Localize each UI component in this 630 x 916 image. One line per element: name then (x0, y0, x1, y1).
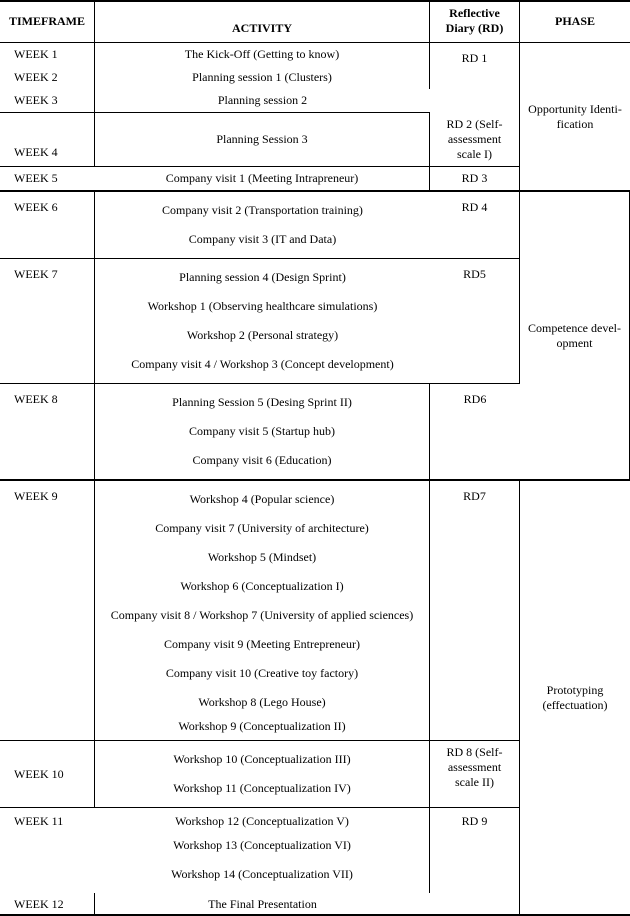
phase-cell: Prototyping (effectuation) (520, 481, 630, 914)
schedule-table: TIMEFRAME ACTIVITY Reflective Diary (RD)… (0, 0, 630, 916)
rd-cell: RD5 (430, 259, 520, 384)
activity-cell: Company visit 1 (Meeting Intrapreneur) (95, 167, 430, 192)
phase-cell: Opportunity Identi- fication (520, 43, 630, 192)
rd-cell: RD 1 (430, 43, 520, 113)
activity-line: Company visit 2 (Transportation training… (162, 203, 363, 218)
activity-line: Company visit 3 (IT and Data) (189, 232, 336, 247)
activity-line: Workshop 5 (Mindset) (208, 550, 316, 565)
activity-line: Company visit 8 / Workshop 7 (University… (111, 608, 413, 623)
activity-line: Workshop 9 (Conceptualization II) (178, 719, 345, 734)
header-rd: Reflective Diary (RD) (430, 2, 520, 43)
activity-line: Workshop 2 (Personal strategy) (187, 328, 338, 343)
activity-cell: Planning Session 5 (Desing Sprint II) Co… (95, 384, 430, 481)
rd-cell: RD6 (430, 384, 520, 481)
activity-cell: Workshop 4 (Popular science) Company vis… (95, 481, 430, 741)
activity-line: Planning session 4 (Design Sprint) (179, 270, 346, 285)
header-activity: ACTIVITY (95, 2, 430, 43)
rd-cell: RD 4 (430, 192, 520, 259)
activity-line: Workshop 1 (Observing healthcare simulat… (148, 299, 378, 314)
activity-cell: Planning session 2 (95, 89, 430, 113)
rd-cell: RD7 (430, 481, 520, 741)
rd-cell: RD 2 (Self-assessment scale I) (430, 113, 520, 167)
activity-line: Planning Session 5 (Desing Sprint II) (172, 395, 352, 410)
timeframe-cell: WEEK 1 (0, 43, 95, 66)
timeframe-cell: WEEK 4 (0, 113, 95, 167)
rd-cell: RD 3 (430, 167, 520, 192)
activity-line: Company visit 7 (University of architect… (155, 521, 369, 536)
activity-line: Workshop 11 (Conceptualization IV) (173, 781, 351, 796)
activity-cell: The Final Presentation (95, 893, 430, 914)
timeframe-cell: WEEK 7 (0, 259, 95, 384)
rd-cell: RD 9 (430, 808, 520, 914)
timeframe-cell: WEEK 9 (0, 481, 95, 741)
timeframe-cell: WEEK 10 (0, 741, 95, 808)
activity-cell: The Kick-Off (Getting to know) (95, 43, 430, 66)
activity-line: Company visit 6 (Education) (193, 453, 332, 468)
activity-line: Workshop 12 (Conceptualization V) (175, 814, 349, 829)
timeframe-cell: WEEK 8 (0, 384, 95, 481)
activity-cell: Planning Session 3 (95, 113, 430, 167)
timeframe-cell: WEEK 2 (0, 66, 95, 89)
activity-line: Company visit 9 (Meeting Entrepreneur) (164, 637, 360, 652)
activity-line: Workshop 13 (Conceptualization VI) (173, 838, 351, 853)
activity-line: Company visit 5 (Startup hub) (189, 424, 335, 439)
timeframe-cell: WEEK 11 (0, 808, 95, 893)
timeframe-cell: WEEK 12 (0, 893, 95, 914)
activity-cell: Company visit 2 (Transportation training… (95, 192, 430, 259)
rd-cell: RD 8 (Self-assessment scale II) (430, 741, 520, 808)
activity-cell: Planning session 1 (Clusters) (95, 66, 430, 89)
phase-cell: Competence devel- opment (520, 192, 630, 481)
activity-line: Workshop 4 (Popular science) (190, 492, 335, 507)
activity-line: Workshop 6 (Conceptualization I) (180, 579, 343, 594)
activity-line: Company visit 10 (Creative toy factory) (166, 666, 358, 681)
activity-line: Workshop 8 (Lego House) (198, 695, 325, 710)
activity-line: Company visit 4 / Workshop 3 (Concept de… (131, 357, 393, 372)
activity-cell: Workshop 12 (Conceptualization V) Worksh… (95, 808, 430, 893)
header-timeframe: TIMEFRAME (0, 2, 95, 43)
timeframe-cell: WEEK 5 (0, 167, 95, 192)
activity-cell: Workshop 10 (Conceptualization III) Work… (95, 741, 430, 808)
activity-line: Workshop 14 (Conceptualization VII) (171, 867, 353, 882)
timeframe-cell: WEEK 6 (0, 192, 95, 259)
activity-line: Workshop 10 (Conceptualization III) (173, 752, 350, 767)
header-phase: PHASE (520, 2, 630, 43)
timeframe-cell: WEEK 3 (0, 89, 95, 113)
activity-cell: Planning session 4 (Design Sprint) Works… (95, 259, 430, 384)
